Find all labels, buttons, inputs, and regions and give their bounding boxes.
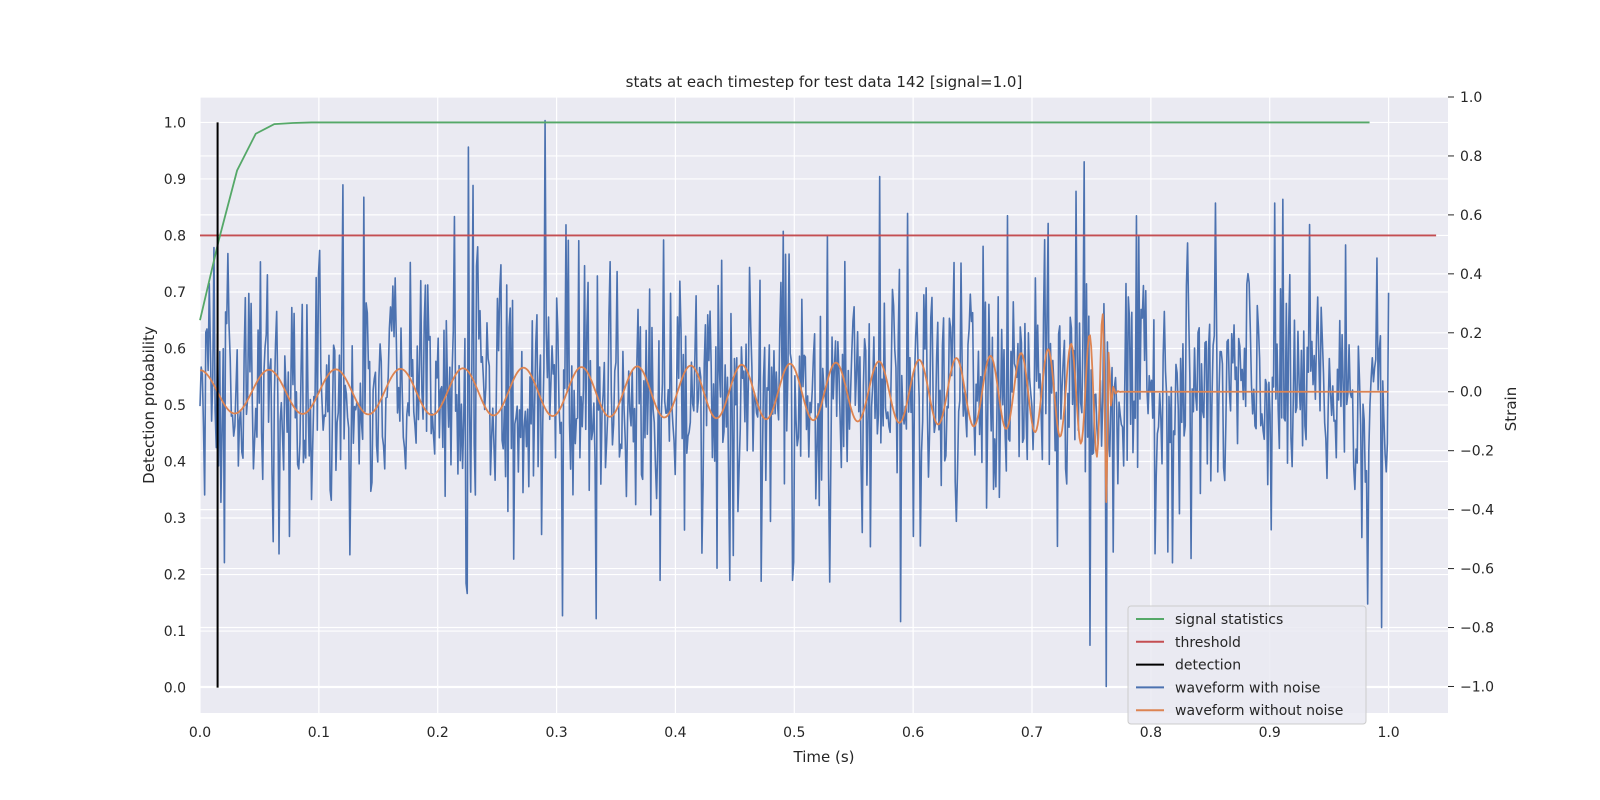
y2-tick-label: 0.2 (1460, 326, 1482, 342)
y2-tick-label: −0.4 (1460, 503, 1494, 519)
y-tick-label: 0.5 (164, 398, 186, 414)
x-tick-label: 0.5 (783, 725, 805, 741)
y2-axis-ticks: −1.0 −0.8 −0.6 −0.4 −0.2 0.0 0.2 0.4 0.6 0.8 1.0 (1448, 90, 1494, 695)
x-tick-label: 0.8 (1140, 725, 1162, 741)
legend-label: detection (1175, 658, 1241, 674)
x-tick-label: 0.0 (189, 725, 211, 741)
y2-tick-label: 0.8 (1460, 149, 1482, 165)
chart-title: stats at each timestep for test data 142… (626, 73, 1023, 91)
x-axis-label: Time (s) (793, 748, 855, 766)
series-waveform-with-noise (199, 119, 1390, 688)
y2-tick-label: 0.6 (1460, 208, 1482, 224)
y2-tick-label: −1.0 (1460, 679, 1494, 695)
x-tick-label: 0.7 (1021, 725, 1043, 741)
x-tick-label: 0.1 (308, 725, 330, 741)
x-tick-label: 1.0 (1377, 725, 1399, 741)
y-tick-label: 0.9 (164, 172, 186, 188)
y2-tick-label: −0.2 (1460, 444, 1494, 460)
y-tick-label: 0.4 (164, 455, 186, 471)
y2-axis-label: Strain (1502, 387, 1520, 431)
legend: signal statistics threshold detection wavef… (1127, 605, 1367, 725)
legend-box (1127, 605, 1367, 725)
y2-tick-label: 1.0 (1460, 90, 1482, 106)
y-tick-label: 0.3 (164, 511, 186, 527)
plot-lines (199, 119, 1437, 688)
y-tick-label: 0.1 (164, 624, 186, 640)
y-tick-label: 1.0 (164, 115, 186, 131)
y2-tick-label: −0.8 (1460, 621, 1494, 637)
y2-tick-label: −0.6 (1460, 562, 1494, 578)
x-tick-label: 0.6 (902, 725, 924, 741)
series-signal-statistics (199, 121, 1370, 321)
legend-label: waveform with noise (1175, 680, 1320, 696)
x-tick-label: 0.4 (664, 725, 686, 741)
legend-label: threshold (1175, 635, 1241, 651)
y-axis-label: Detection probability (140, 326, 158, 484)
y-tick-label: 0.7 (164, 285, 186, 301)
y2-tick-label: 0.4 (1460, 267, 1482, 283)
y-tick-label: 0.8 (164, 228, 186, 244)
legend-label: waveform without noise (1175, 703, 1343, 719)
y-axis-ticks: 0.0 0.1 0.2 0.3 0.4 0.5 0.6 0.7 0.8 0.9 1.0 (164, 115, 186, 696)
x-axis-ticks: 0.0 0.1 0.2 0.3 0.4 0.5 0.6 0.7 0.8 0.9 1.0 (189, 725, 1400, 741)
x-tick-label: 0.2 (427, 725, 449, 741)
y-tick-label: 0.6 (164, 341, 186, 357)
y2-tick-label: 0.0 (1460, 385, 1482, 401)
x-tick-label: 0.9 (1259, 725, 1281, 741)
x-tick-label: 0.3 (545, 725, 567, 741)
series-waveform-without-noise (199, 313, 1389, 503)
legend-label: signal statistics (1175, 612, 1283, 628)
y-tick-label: 0.0 (164, 681, 186, 697)
y-tick-label: 0.2 (164, 568, 186, 584)
